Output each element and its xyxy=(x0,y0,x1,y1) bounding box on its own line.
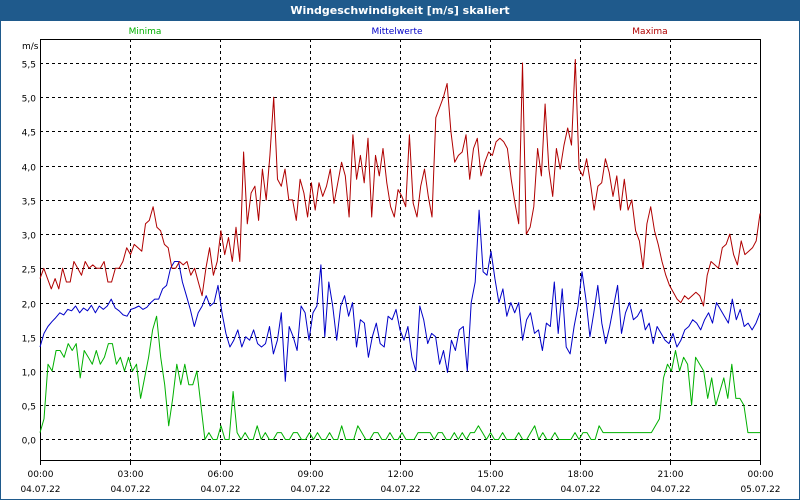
x-tick-time-label: 00:00 xyxy=(28,470,54,480)
axes xyxy=(40,39,761,465)
series-line-mittelwerte xyxy=(39,209,761,382)
legend-entry-maxima: Maxima xyxy=(632,27,667,37)
x-tick-date-label: 04.07.22 xyxy=(290,485,330,495)
y-tick-label: 4,5 xyxy=(22,129,36,139)
grid xyxy=(40,39,760,460)
x-tick-time-label: 12:00 xyxy=(388,470,414,480)
y-tick-label: 3,0 xyxy=(22,232,37,242)
x-tick-date-label: 05.07.22 xyxy=(740,485,780,495)
x-tick-date-label: 04.07.22 xyxy=(650,485,690,495)
y-tick-label: 4,0 xyxy=(22,164,37,174)
x-tick-time-label: 15:00 xyxy=(478,470,504,480)
series-lines xyxy=(39,59,761,440)
x-tick-date-label: 04.07.22 xyxy=(200,485,240,495)
y-tick-label: 2,0 xyxy=(22,301,37,311)
plot-frame xyxy=(40,39,761,461)
x-tick-time-label: 00:00 xyxy=(748,470,774,480)
x-tick-date-label: 04.07.22 xyxy=(380,485,420,495)
y-tick-label: 5,0 xyxy=(22,95,37,105)
x-tick-date-label: 04.07.22 xyxy=(470,485,510,495)
y-axis-unit-label: m/s xyxy=(22,42,39,52)
x-tick-time-label: 06:00 xyxy=(208,470,234,480)
x-tick-time-label: 03:00 xyxy=(118,470,144,480)
x-tick-date-label: 04.07.22 xyxy=(560,485,600,495)
x-tick-time-label: 18:00 xyxy=(568,470,594,480)
series-line-maxima xyxy=(39,59,761,307)
x-tick-date-label: 04.07.22 xyxy=(20,485,60,495)
legend-entry-minima: Minima xyxy=(129,27,162,37)
tick-labels: 0,0 0,5 1,0 1,5 2,0 2,5 3,0 3,5 4,0 4,5 5,0 5,5 00:0… xyxy=(20,42,780,495)
y-tick-label: 1,5 xyxy=(22,335,36,345)
x-tick-time-label: 09:00 xyxy=(298,470,324,480)
window-title: Windgeschwindigkeit [m/s] skaliert xyxy=(1,1,799,21)
x-tick-date-label: 04.07.22 xyxy=(110,485,150,495)
y-tick-label: 3,5 xyxy=(22,198,36,208)
legend: Minima Mittelwerte Maxima xyxy=(129,27,668,37)
y-tick-label: 0,5 xyxy=(22,403,36,413)
y-tick-label: 5,5 xyxy=(22,61,36,71)
y-tick-label: 0,0 xyxy=(22,437,37,447)
series-line-minima xyxy=(39,315,760,440)
y-tick-label: 2,5 xyxy=(22,266,36,276)
y-tick-label: 1,0 xyxy=(22,369,37,379)
x-tick-time-label: 21:00 xyxy=(658,470,684,480)
legend-entry-mittelwerte: Mittelwerte xyxy=(371,27,422,37)
